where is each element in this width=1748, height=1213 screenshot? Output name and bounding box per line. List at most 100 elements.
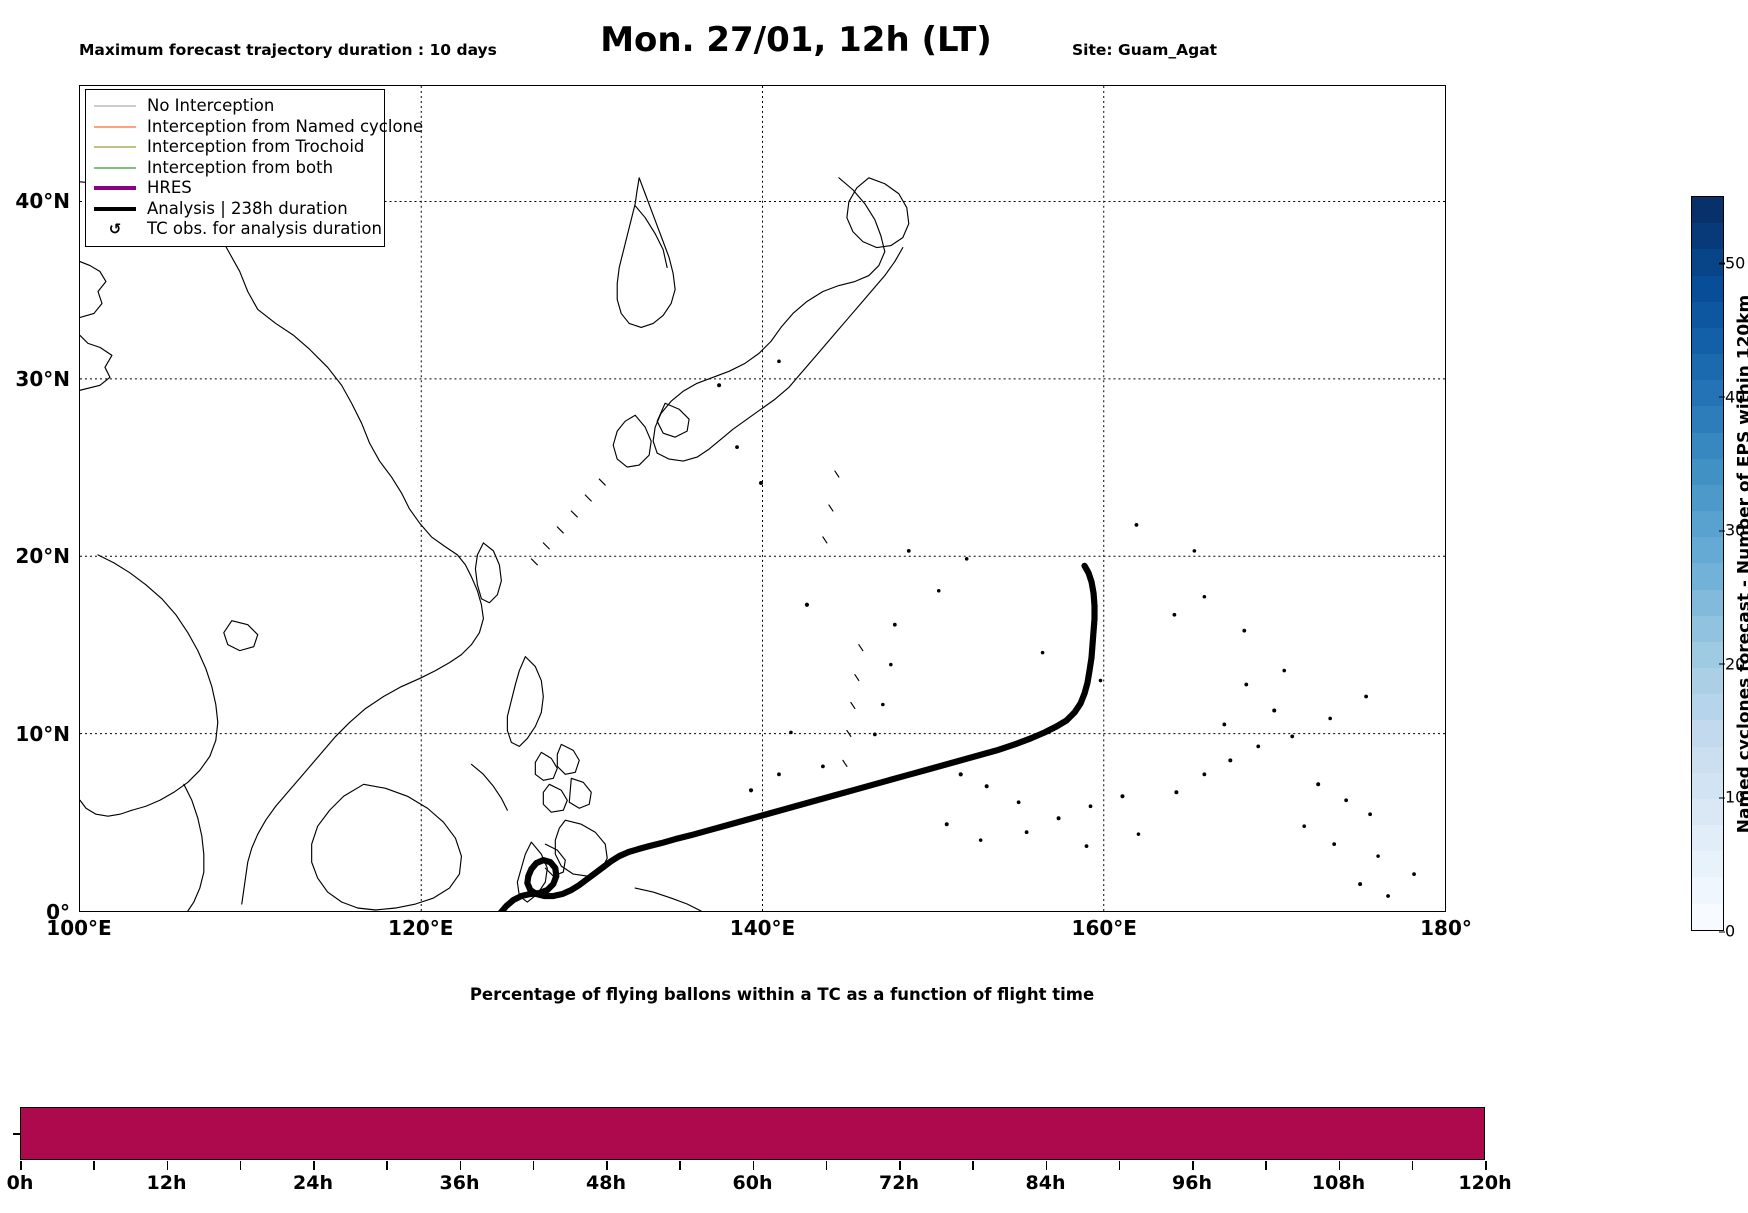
colorbar-cell (1692, 380, 1723, 407)
colorbar-cell (1692, 301, 1723, 328)
legend-label: Interception from Trochoid (147, 137, 365, 156)
colorbar-cell (1692, 615, 1723, 642)
legend-label: HRES (147, 178, 192, 197)
percentage-bar-ticks (20, 1161, 1487, 1171)
colorbar-title-text: Named cyclones forecast - Number of EPS … (1734, 294, 1748, 833)
legend-label: Interception from both (147, 157, 334, 177)
colorbar-cell (1692, 223, 1723, 250)
percentage-bar-tick (825, 1161, 828, 1170)
percentage-bar-tick (386, 1161, 388, 1170)
colorbar-title: Named cyclones forecast - Number of EPS … (1731, 196, 1748, 931)
percentage-bar-tick (93, 1161, 95, 1170)
percentage-bar-tick (1192, 1161, 1194, 1170)
colorbar-cell (1692, 484, 1723, 512)
colorbar-cell (1692, 327, 1723, 355)
map-ytick-0: 0° (46, 900, 70, 924)
colorbar-cell (1692, 537, 1723, 564)
pct-xtick-84h: 84h (1025, 1172, 1066, 1194)
colorbar-cell (1692, 275, 1723, 302)
colorbar-cell (1692, 458, 1723, 485)
percentage-bar-fill (21, 1108, 1484, 1159)
colorbar-cell (1692, 851, 1723, 878)
colorbar-cell (1692, 563, 1723, 590)
colorbar-cell (1692, 825, 1723, 852)
map-xtick-120E: 120°E (388, 916, 454, 940)
colorbar-cell (1692, 197, 1723, 224)
percentage-bar-tick (166, 1161, 168, 1170)
coastlines (80, 177, 1416, 911)
pct-xtick-0h: 0h (6, 1172, 34, 1194)
percentage-bar-tick (1338, 1161, 1340, 1170)
colorbar-cell (1692, 432, 1723, 459)
colorbar-cell (1692, 668, 1723, 695)
percentage-bar-tick (752, 1161, 754, 1170)
percentage-bar-ytick (13, 1133, 21, 1135)
legend-item-analysis[interactable]: Analysis | 238h duration (92, 199, 376, 220)
pct-xtick-24h: 24h (293, 1172, 333, 1194)
param-max-duration: Maximum forecast trajectory duration : 1… (79, 40, 497, 59)
colorbar-cell (1692, 746, 1723, 773)
legend-label: No Interception (147, 96, 275, 115)
pct-xtick-12h: 12h (146, 1172, 187, 1194)
percentage-bar-tick (459, 1161, 461, 1170)
legend-item-hres[interactable]: HRES (92, 178, 376, 199)
map-ytick-10: 10°N (15, 722, 70, 747)
colorbar-tick-40: 40 (1719, 387, 1748, 406)
legend-item-no-interception[interactable]: No Interception (92, 96, 376, 117)
legend-label: TC obs. for analysis duration (147, 219, 382, 238)
pct-xtick-72h: 72h (879, 1172, 919, 1194)
colorbar-cell (1692, 720, 1723, 747)
colorbar-tick-10: 10 (1719, 788, 1748, 807)
colorbar-cell (1692, 877, 1723, 904)
map-xtick-160E: 160°E (1071, 916, 1137, 940)
legend-swatch-line (92, 202, 138, 216)
page-title-text: Mon. 27/01, 12h (LT) (600, 20, 992, 60)
legend-swatch-line (92, 161, 138, 175)
colorbar-tick-50: 50 (1719, 253, 1748, 272)
colorbar: 0 10 20 30 40 50 (1691, 196, 1745, 941)
pct-xtick-60h: 60h (732, 1172, 773, 1194)
colorbar-cell (1692, 249, 1723, 276)
pct-xtick-120h: 120h (1458, 1172, 1512, 1194)
legend-swatch-line (92, 181, 138, 195)
legend-item-trochoid[interactable]: Interception from Trochoid (92, 137, 376, 158)
legend-swatch-line (92, 140, 138, 154)
colorbar-tick-0: 0 (1719, 922, 1748, 941)
map-xtick-100E: 100°E (46, 916, 112, 940)
colorbar-cell (1692, 589, 1723, 616)
colorbar-cell (1692, 406, 1723, 433)
pct-xtick-96h: 96h (1172, 1172, 1212, 1194)
map-xtick-140E: 140°E (729, 916, 796, 940)
percentage-bar-title-text: Percentage of flying ballons within a TC… (469, 985, 1095, 1004)
analysis-trajectory (498, 562, 1098, 911)
colorbar-cell (1692, 903, 1723, 930)
map-legend: No Interception Interception from Named … (85, 89, 423, 247)
legend-item-named-cyclone[interactable]: Interception from Named cyclone (92, 117, 423, 138)
colorbar-cell (1692, 694, 1723, 721)
pct-xtick-108h: 108h (1311, 1172, 1366, 1194)
map-ytick-20: 20°N (15, 544, 70, 569)
percentage-bar-tick (1118, 1161, 1121, 1170)
map-ytick-40: 40°N (15, 188, 70, 213)
percentage-bar-tick (20, 1161, 22, 1170)
percentage-bar-tick (899, 1161, 901, 1170)
page-title: Mon. 27/01, 12h (LT) (0, 20, 1748, 60)
info-site: Site: Guam_Agat (1072, 40, 1218, 59)
percentage-bar-title: Percentage of flying ballons within a TC… (0, 985, 1748, 1004)
colorbar-cell (1692, 798, 1723, 826)
colorbar-cell (1692, 354, 1723, 381)
percentage-bar-tick (972, 1161, 974, 1170)
map-xtick-180: 180° (1420, 916, 1472, 940)
percentage-bar-tick (239, 1161, 242, 1170)
legend-swatch-line (92, 120, 138, 134)
legend-item-both[interactable]: Interception from both (92, 158, 376, 179)
map-svg (80, 86, 1445, 911)
percentage-bar-tick (1045, 1161, 1047, 1170)
colorbar-gradient (1691, 196, 1724, 931)
legend-label: Interception from Named cyclone (147, 116, 424, 136)
colorbar-cell (1692, 641, 1723, 669)
percentage-bar-tick (313, 1161, 315, 1170)
map-ytick-30: 30°N (15, 366, 70, 391)
legend-item-tc-observation[interactable]: ↺ TC obs. for analysis duration (92, 219, 382, 240)
